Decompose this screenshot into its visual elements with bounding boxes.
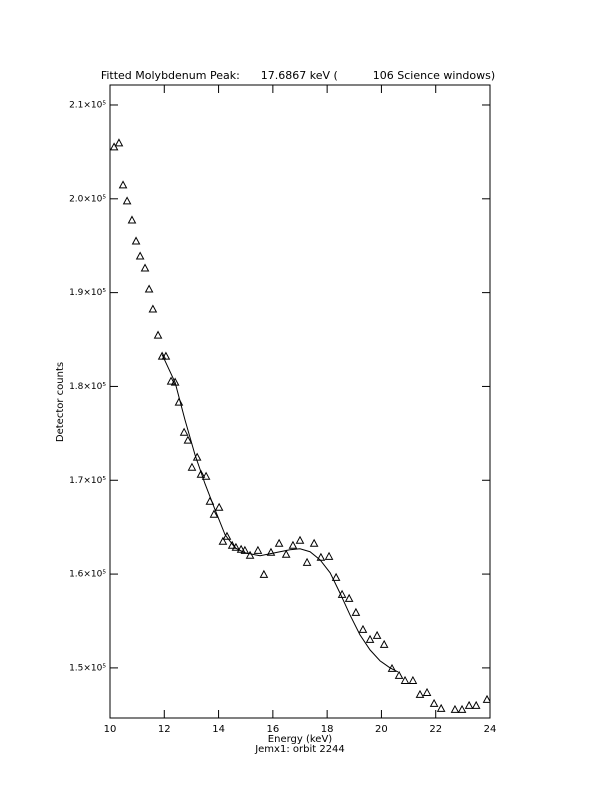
- data-point: [201, 471, 211, 480]
- subtitle: Jemx1: orbit 2244: [254, 744, 345, 755]
- data-point: [236, 544, 246, 553]
- data-point: [266, 547, 276, 556]
- data-point: [429, 698, 439, 707]
- data-point: [274, 538, 284, 547]
- data-point: [245, 550, 255, 559]
- data-point: [415, 689, 425, 698]
- data-point: [127, 215, 137, 224]
- y-tick-label: 1.8×10⁵: [69, 382, 106, 392]
- data-point: [394, 670, 404, 679]
- data-point: [140, 263, 150, 272]
- data-point: [209, 509, 219, 518]
- y-tick-label: 1.9×10⁵: [69, 288, 106, 298]
- data-point: [240, 545, 250, 554]
- data-point: [295, 535, 305, 544]
- data-point: [464, 700, 474, 709]
- data-point: [196, 469, 206, 478]
- data-point: [179, 427, 189, 436]
- data-point: [153, 330, 163, 339]
- x-axis-label: Energy (keV): [268, 734, 333, 745]
- x-tick-label: 14: [212, 724, 225, 735]
- data-point: [253, 545, 263, 554]
- x-tick-label: 16: [266, 724, 279, 735]
- plot-frame: [109, 84, 491, 719]
- data-point: [166, 376, 176, 385]
- data-point: [316, 552, 326, 561]
- data-point: [218, 536, 228, 545]
- data-point: [436, 703, 446, 712]
- x-tick-label: 22: [429, 724, 442, 735]
- y-tick-label: 1.5×10⁵: [69, 663, 106, 673]
- data-point: [408, 675, 418, 684]
- y-axis-label: Detector counts: [55, 362, 66, 442]
- data-point: [482, 694, 490, 703]
- data-point: [227, 540, 237, 549]
- data-point: [110, 142, 119, 151]
- x-tick-label: 24: [484, 724, 497, 735]
- data-point: [471, 700, 481, 709]
- x-tick-label: 18: [321, 724, 334, 735]
- data-point: [259, 569, 269, 578]
- data-point: [457, 704, 467, 713]
- data-point: [114, 138, 124, 147]
- data-point: [187, 462, 197, 471]
- y-tick-label: 1.7×10⁵: [69, 476, 106, 486]
- data-point: [450, 704, 460, 713]
- y-tick-label: 2.1×10⁵: [69, 100, 106, 110]
- x-tick-label: 10: [104, 724, 117, 735]
- data-point: [170, 377, 180, 386]
- data-point: [174, 397, 184, 406]
- chart-title: Fitted Molybdenum Peak: 17.6867 keV ( 10…: [101, 69, 495, 82]
- data-point: [214, 502, 224, 511]
- data-point: [365, 634, 375, 643]
- data-point: [358, 624, 368, 633]
- data-point: [144, 284, 154, 293]
- data-point: [222, 531, 232, 540]
- data-point: [309, 538, 319, 547]
- data-point: [118, 180, 128, 189]
- data-point: [302, 557, 312, 566]
- x-tick-label: 20: [375, 724, 388, 735]
- data-point: [372, 630, 382, 639]
- y-tick-label: 1.6×10⁵: [69, 570, 106, 580]
- data-point: [161, 351, 171, 360]
- data-point: [400, 675, 410, 684]
- data-point: [122, 196, 132, 205]
- data-point: [324, 551, 334, 560]
- plot-area: [110, 138, 490, 713]
- y-tick-label: 2.0×10⁵: [69, 194, 106, 204]
- data-point: [131, 236, 141, 245]
- fit-line: [161, 354, 399, 673]
- x-tick-label: 12: [158, 724, 171, 735]
- data-point: [379, 639, 389, 648]
- data-point: [281, 549, 291, 558]
- data-point: [344, 593, 354, 602]
- data-point: [422, 687, 432, 696]
- data-point: [288, 540, 298, 549]
- data-point: [351, 607, 361, 616]
- data-point: [183, 435, 193, 444]
- data-point: [148, 304, 158, 313]
- data-point: [331, 572, 341, 581]
- data-point: [135, 251, 145, 260]
